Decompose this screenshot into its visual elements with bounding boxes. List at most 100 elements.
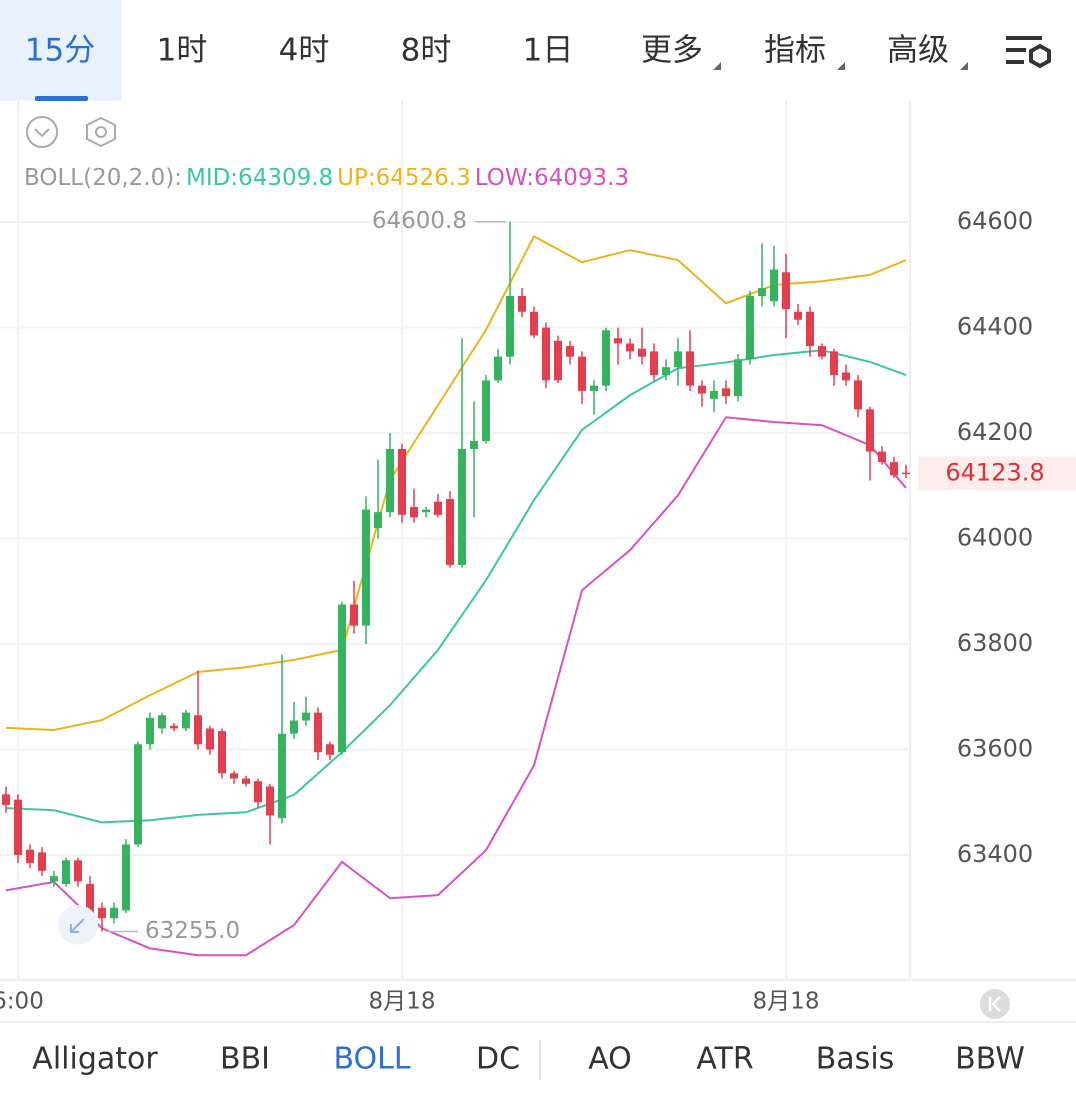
candle-body bbox=[842, 372, 850, 381]
candle-body bbox=[74, 860, 82, 882]
candle-body bbox=[326, 744, 334, 755]
timeframe-tab[interactable]: 15分 bbox=[25, 33, 95, 69]
candle-body bbox=[494, 356, 502, 381]
candle-body bbox=[146, 717, 154, 745]
timeframe-tab[interactable]: 1日 bbox=[523, 33, 574, 69]
candle-body bbox=[614, 338, 622, 344]
candle-body bbox=[854, 380, 862, 410]
candle-body bbox=[278, 733, 286, 819]
last-price-label: 64123.8 bbox=[945, 458, 1044, 486]
candle-body bbox=[830, 351, 838, 376]
candle-body bbox=[602, 330, 610, 386]
y-tick-label: 63600 bbox=[957, 735, 1033, 763]
candle-body bbox=[458, 448, 466, 565]
candle-body bbox=[506, 295, 514, 357]
collapse-chevron bbox=[34, 128, 50, 138]
indicator-option[interactable]: BBW bbox=[955, 1042, 1025, 1077]
candle-body bbox=[302, 712, 310, 721]
indicator-option[interactable]: BOLL bbox=[333, 1042, 410, 1077]
settings-icon[interactable] bbox=[1006, 36, 1051, 69]
candle-body bbox=[2, 794, 10, 805]
advanced-tab[interactable]: 高级 bbox=[887, 33, 949, 69]
indicator-option[interactable]: ATR bbox=[696, 1042, 753, 1077]
candle-body bbox=[14, 799, 22, 856]
boll-line bbox=[5, 349, 907, 824]
indicator-tab[interactable]: 指标 bbox=[764, 33, 826, 69]
legend-entry: MID:64309.8 bbox=[186, 165, 333, 191]
candle-body bbox=[194, 715, 202, 745]
dropdown-caret bbox=[837, 62, 845, 70]
collapse-icon[interactable] bbox=[26, 116, 58, 148]
candle-body bbox=[230, 773, 238, 779]
candle-body bbox=[566, 346, 574, 357]
y-tick-label: 63800 bbox=[957, 629, 1033, 657]
x-tick-label: 6:00 bbox=[0, 989, 44, 1015]
active-tab-bg bbox=[0, 0, 122, 101]
legend-title: BOLL(20,2.0): bbox=[24, 165, 182, 191]
x-tick-label: 8月18 bbox=[369, 989, 436, 1015]
candle-body bbox=[758, 288, 766, 296]
indicator-option[interactable]: AO bbox=[588, 1042, 632, 1077]
candle-body bbox=[182, 712, 190, 729]
candle-body bbox=[374, 512, 382, 529]
candle-body bbox=[818, 346, 826, 357]
candle-body bbox=[410, 506, 418, 518]
candle-body bbox=[770, 269, 778, 302]
candle-body bbox=[170, 725, 178, 729]
candle-body bbox=[578, 356, 586, 391]
candle-body bbox=[746, 295, 754, 360]
candle-body bbox=[710, 390, 718, 399]
candle-body bbox=[50, 876, 58, 882]
indicator-option[interactable]: Alligator bbox=[32, 1042, 158, 1077]
candle-body bbox=[242, 778, 250, 784]
more-tab[interactable]: 更多 bbox=[641, 33, 703, 69]
indicator-option[interactable]: DC bbox=[476, 1042, 520, 1077]
candle-body bbox=[26, 849, 34, 863]
candle-body bbox=[530, 311, 538, 336]
y-tick-label: 64600 bbox=[957, 207, 1033, 235]
candle-body bbox=[638, 348, 646, 357]
candle-body bbox=[902, 472, 910, 475]
timeframe-tab[interactable]: 8时 bbox=[401, 33, 452, 69]
legend-entry: UP:64526.3 bbox=[337, 165, 471, 191]
candle-body bbox=[554, 340, 562, 381]
indicator-settings-icon[interactable] bbox=[86, 116, 116, 148]
y-tick-label: 64400 bbox=[957, 313, 1033, 341]
candle-body bbox=[650, 351, 658, 376]
candle-body bbox=[158, 715, 166, 729]
indicator-option[interactable]: BBI bbox=[220, 1042, 270, 1077]
active-tab-underline bbox=[35, 96, 88, 101]
indicator-settings-dot bbox=[95, 126, 107, 138]
candle-body bbox=[722, 388, 730, 397]
candle-body bbox=[866, 409, 874, 452]
candle-body bbox=[62, 860, 70, 885]
candle-body bbox=[38, 852, 46, 871]
last-price-box bbox=[918, 456, 1076, 491]
candle-body bbox=[734, 359, 742, 397]
candle-body bbox=[290, 720, 298, 734]
candle-body bbox=[314, 712, 322, 753]
candle-body bbox=[350, 604, 358, 626]
boll-line bbox=[5, 235, 907, 732]
dropdown-caret bbox=[713, 62, 721, 70]
max-marker-label: 64600.8 bbox=[372, 208, 467, 234]
candle-body bbox=[134, 744, 142, 845]
candle-body bbox=[878, 451, 886, 463]
candle-body bbox=[470, 441, 478, 449]
candle-body bbox=[698, 385, 706, 394]
legend-entry: LOW:64093.3 bbox=[475, 165, 629, 191]
indicator-option[interactable]: Basis bbox=[816, 1042, 895, 1077]
candle-body bbox=[266, 786, 274, 816]
timeframe-tab[interactable]: 1时 bbox=[157, 33, 208, 69]
y-tick-label: 63400 bbox=[957, 840, 1033, 868]
scroll-icon bbox=[988, 996, 1001, 1012]
candle-body bbox=[218, 731, 226, 774]
candle-body bbox=[518, 295, 526, 312]
scroll-to-latest[interactable] bbox=[980, 989, 1010, 1019]
candle-body bbox=[362, 509, 370, 626]
candle-body bbox=[890, 462, 898, 476]
min-marker-label: 63255.0 bbox=[145, 918, 240, 944]
candle-body bbox=[122, 844, 130, 911]
timeframe-tab[interactable]: 4时 bbox=[279, 33, 330, 69]
candle-body bbox=[422, 509, 430, 513]
